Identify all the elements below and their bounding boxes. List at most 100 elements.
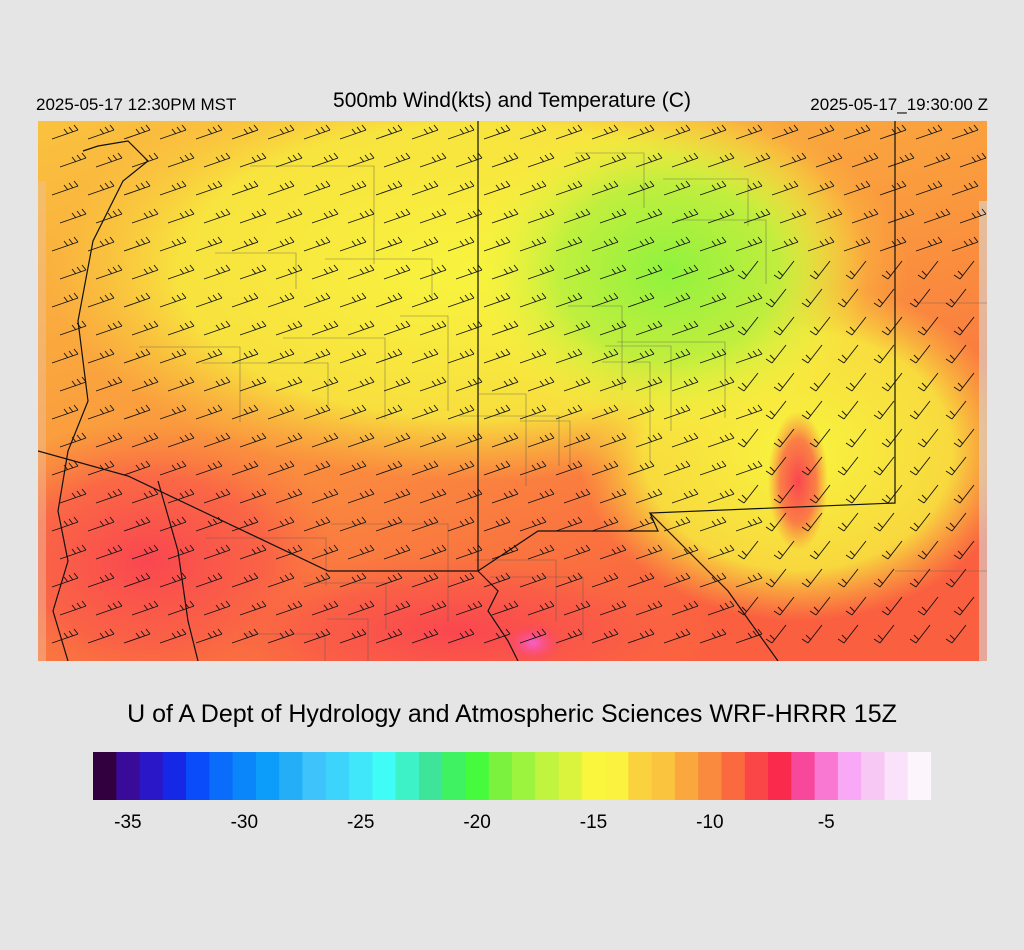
wind-barb	[455, 208, 483, 224]
wind-barb	[375, 236, 403, 252]
wind-barb	[707, 488, 735, 504]
wind-barb	[239, 264, 267, 280]
wind-barb	[159, 404, 187, 420]
wind-barb	[339, 348, 367, 364]
wind-barb	[807, 180, 835, 196]
wind-barb	[555, 404, 583, 420]
wind-barb	[411, 180, 439, 196]
wind-barb	[95, 376, 123, 392]
wind-barb	[959, 152, 987, 168]
wind-barb	[527, 208, 555, 224]
county-line	[895, 570, 987, 572]
wind-barb	[917, 428, 939, 448]
wind-barb	[303, 236, 331, 252]
wind-barb	[59, 600, 87, 616]
wind-barb	[483, 124, 511, 140]
wind-barb	[707, 152, 735, 168]
wind-barb	[275, 544, 303, 560]
wind-barb	[339, 628, 367, 644]
wind-barb	[707, 208, 735, 224]
wind-barb	[95, 320, 123, 336]
wind-barb	[519, 516, 547, 532]
county-line	[202, 362, 329, 406]
wind-barb	[267, 236, 295, 252]
county-line	[663, 178, 749, 226]
wind-barb	[447, 236, 475, 252]
wind-barb	[339, 572, 367, 588]
wind-barb	[881, 428, 903, 448]
county-line	[602, 361, 651, 461]
wind-barb	[779, 152, 807, 168]
wind-barb	[59, 208, 87, 224]
wind-barb	[419, 488, 447, 504]
wind-barb	[87, 236, 115, 252]
wind-barb	[411, 404, 439, 420]
wind-barb	[347, 320, 375, 336]
wind-barb	[953, 484, 975, 504]
wind-barb	[663, 124, 691, 140]
wind-barb	[599, 152, 627, 168]
wind-barb	[95, 432, 123, 448]
wind-barb	[51, 348, 79, 364]
wind-barb	[231, 404, 259, 420]
wind-barb	[131, 544, 159, 560]
wind-barb	[519, 180, 547, 196]
wind-barb	[51, 180, 79, 196]
wind-barb	[843, 180, 871, 196]
wind-barb	[267, 404, 295, 420]
wind-barb	[923, 208, 951, 224]
wind-barb	[599, 376, 627, 392]
wind-barb	[419, 432, 447, 448]
wind-barb	[599, 264, 627, 280]
wind-barb	[375, 404, 403, 420]
wind-barb	[635, 208, 663, 224]
colorbar-tick-label: -20	[463, 812, 491, 833]
wind-barb	[809, 484, 831, 504]
wind-barb	[123, 516, 151, 532]
hot-spot	[503, 623, 563, 661]
wind-barb	[347, 488, 375, 504]
wind-barb	[447, 572, 475, 588]
wind-barb	[375, 348, 403, 364]
wind-barb	[275, 264, 303, 280]
wind-barb	[809, 316, 831, 336]
wind-barb	[945, 456, 967, 476]
wind-barb	[167, 208, 195, 224]
wind-barb	[239, 320, 267, 336]
wind-barb	[563, 432, 591, 448]
wind-barb	[491, 264, 519, 280]
wind-barb	[447, 516, 475, 532]
county-line	[676, 219, 767, 284]
wind-barb	[483, 292, 511, 308]
wind-barb	[87, 180, 115, 196]
wind-barb	[231, 180, 259, 196]
wind-barb	[699, 292, 727, 308]
wind-barb	[411, 236, 439, 252]
wind-barb	[953, 372, 975, 392]
wind-barb	[203, 208, 231, 224]
wind-barb	[87, 124, 115, 140]
wind-barb	[131, 152, 159, 168]
wind-barb	[555, 124, 583, 140]
wind-barb	[773, 596, 795, 616]
wind-barb	[599, 544, 627, 560]
wind-barb	[519, 628, 547, 644]
wind-barb	[801, 568, 823, 588]
wind-barb	[563, 208, 591, 224]
wind-barb	[779, 208, 807, 224]
wind-barb	[765, 400, 787, 420]
wind-barb	[909, 288, 931, 308]
wind-barb	[303, 124, 331, 140]
wind-barb	[519, 124, 547, 140]
wind-barb	[801, 288, 823, 308]
wind-barb	[383, 320, 411, 336]
wind-barb	[599, 320, 627, 336]
wind-barb	[815, 152, 843, 168]
colorbar-swatch	[674, 752, 699, 800]
wind-barb	[311, 376, 339, 392]
county-line	[245, 633, 326, 661]
wind-barb	[375, 292, 403, 308]
wind-barb	[347, 376, 375, 392]
wind-barb	[887, 152, 915, 168]
wind-barb	[267, 628, 295, 644]
